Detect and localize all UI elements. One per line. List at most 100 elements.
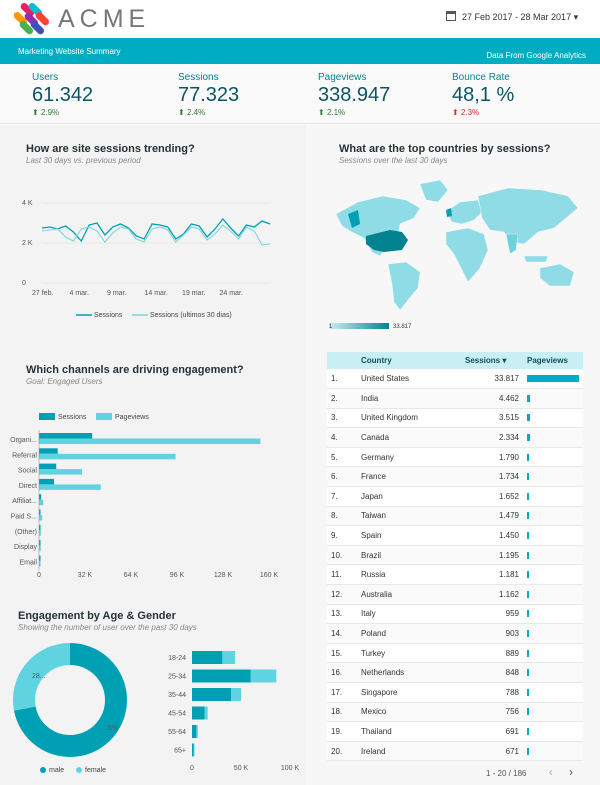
next-page-button[interactable]: › bbox=[568, 765, 573, 779]
rank-cell: 5. bbox=[327, 447, 357, 468]
country-cell: Germany bbox=[357, 447, 461, 468]
kpi-value: 77.323 bbox=[178, 84, 240, 106]
table-row[interactable]: 16. Netherlands 848 bbox=[327, 662, 583, 683]
bar-male bbox=[192, 706, 205, 720]
map-scale-min: 1 bbox=[329, 324, 333, 330]
legend-male-label: male bbox=[49, 767, 64, 774]
x-tick-label: 128 K bbox=[214, 572, 233, 579]
country-cell: Japan bbox=[357, 486, 461, 507]
table-row[interactable]: 8. Taiwan 1.479 bbox=[327, 506, 583, 527]
table-row[interactable]: 7. Japan 1.652 bbox=[327, 486, 583, 507]
bar-female bbox=[204, 706, 208, 720]
bar-pageviews bbox=[39, 453, 176, 460]
sessions-cell: 691 bbox=[461, 721, 523, 742]
pageviews-bar bbox=[527, 434, 530, 442]
table-row[interactable]: 11. Russia 1.181 bbox=[327, 564, 583, 586]
sessions-cell: 1.652 bbox=[461, 486, 523, 507]
table-row[interactable]: 13. Italy 959 bbox=[327, 604, 583, 625]
country-cell: Ireland bbox=[357, 741, 461, 762]
bar-pageviews bbox=[39, 560, 41, 567]
legend-female-swatch bbox=[76, 767, 82, 773]
table-row[interactable]: 19. Thailand 691 bbox=[327, 721, 583, 742]
kpi-users: Users 61.342 ⬆ 2.9% bbox=[32, 72, 93, 117]
bar-sessions bbox=[39, 540, 41, 546]
table-row[interactable]: 17. Singapore 788 bbox=[327, 682, 583, 703]
bar-sessions bbox=[39, 509, 41, 515]
country-cell: Brazil bbox=[357, 545, 461, 566]
category-label: Display bbox=[14, 544, 37, 551]
map-scale-max: 33.817 bbox=[393, 324, 412, 330]
pageviews-bar bbox=[527, 688, 529, 696]
channels-bar-chart: Sessions Pageviews Organi... Referral Social… bbox=[10, 413, 279, 579]
country-cell: Canada bbox=[357, 427, 461, 448]
pageviews-bar bbox=[527, 394, 530, 402]
pageviews-cell bbox=[523, 584, 583, 605]
x-tick-label: 64 K bbox=[124, 572, 139, 579]
date-range-label: 27 Feb 2017 - 28 Mar 2017 ▾ bbox=[462, 12, 579, 22]
pageviews-cell bbox=[523, 643, 583, 664]
pageviews-bar bbox=[527, 727, 529, 735]
countries-table: Country Sessions ▾ Pageviews 1. United St… bbox=[327, 352, 583, 762]
rank-header bbox=[327, 352, 357, 369]
pager-label: 1 - 20 / 186 bbox=[486, 769, 527, 778]
x-tick-label: 19 mar. bbox=[182, 290, 205, 297]
bar-sessions bbox=[39, 448, 58, 454]
kpi-delta-value: 2.1% bbox=[326, 108, 346, 117]
sessions-cell: 756 bbox=[461, 702, 523, 723]
report-title: Marketing Website Summary bbox=[18, 47, 121, 56]
sessions-trend-title: How are site sessions trending? bbox=[26, 143, 195, 155]
pageviews-bar bbox=[527, 590, 529, 598]
legend-sessions-label: Sessions bbox=[58, 414, 87, 421]
age-bar-chart: 18-24 25-34 35-44 45-54 55-64 65+ 0 50 K 100 K bbox=[168, 651, 299, 772]
table-row[interactable]: 6. France 1.734 bbox=[327, 466, 583, 488]
rank-cell: 17. bbox=[327, 682, 357, 703]
bar-pageviews bbox=[39, 499, 44, 506]
rank-cell: 6. bbox=[327, 466, 357, 488]
kpi-value: 61.342 bbox=[32, 84, 94, 106]
pageviews-bar bbox=[527, 492, 529, 500]
table-row[interactable]: 1. United States 33.817 bbox=[327, 369, 583, 390]
age-label: 18-24 bbox=[168, 655, 186, 662]
table-row[interactable]: 2. India 4.462 bbox=[327, 388, 583, 409]
age-label: 25-34 bbox=[168, 674, 186, 681]
y-tick-label: 4 K bbox=[22, 200, 33, 207]
table-row[interactable]: 3. United Kingdom 3.515 bbox=[327, 408, 583, 429]
sessions-cell: 848 bbox=[461, 662, 523, 683]
x-tick-label: 160 K bbox=[260, 572, 279, 579]
rank-cell: 10. bbox=[327, 545, 357, 566]
pageviews-header[interactable]: Pageviews bbox=[523, 352, 583, 369]
pageviews-bar bbox=[527, 414, 530, 422]
table-row[interactable]: 12. Australia 1.162 bbox=[327, 584, 583, 605]
pageviews-cell bbox=[523, 564, 583, 586]
rank-cell: 12. bbox=[327, 584, 357, 605]
bar-female bbox=[193, 743, 195, 757]
date-range-picker[interactable]: 27 Feb 2017 - 28 Mar 2017 ▾ bbox=[446, 11, 578, 23]
table-row[interactable]: 10. Brazil 1.195 bbox=[327, 545, 583, 566]
country-cell: France bbox=[357, 466, 461, 488]
kpi-label: Sessions bbox=[178, 72, 219, 83]
prev-page-button[interactable]: ‹ bbox=[548, 765, 553, 779]
country-header[interactable]: Country bbox=[357, 352, 461, 369]
pageviews-cell bbox=[523, 369, 583, 390]
rank-cell: 9. bbox=[327, 525, 357, 546]
calendar-icon bbox=[446, 11, 456, 21]
table-row[interactable]: 15. Turkey 889 bbox=[327, 643, 583, 664]
arrow-up-icon: ⬆ bbox=[32, 108, 39, 117]
x-tick-label: 32 K bbox=[78, 572, 93, 579]
pageviews-cell bbox=[523, 466, 583, 488]
table-row[interactable]: 14. Poland 903 bbox=[327, 623, 583, 644]
rank-cell: 11. bbox=[327, 564, 357, 586]
sessions-header[interactable]: Sessions ▾ bbox=[461, 352, 523, 369]
pageviews-cell bbox=[523, 545, 583, 566]
table-row[interactable]: 4. Canada 2.334 bbox=[327, 427, 583, 448]
table-row[interactable]: 9. Spain 1.450 bbox=[327, 525, 583, 546]
table-pager: 1 - 20 / 186 ‹ › bbox=[486, 765, 573, 779]
kpi-delta: ⬆ 2.1% bbox=[318, 108, 390, 117]
sessions-cell: 959 bbox=[461, 604, 523, 625]
sessions-cell: 889 bbox=[461, 643, 523, 664]
table-row[interactable]: 18. Mexico 756 bbox=[327, 702, 583, 723]
channels-subtitle: Goal: Engaged Users bbox=[26, 377, 103, 386]
pageviews-cell bbox=[523, 604, 583, 625]
table-row[interactable]: 5. Germany 1.790 bbox=[327, 447, 583, 468]
table-row[interactable]: 20. Ireland 671 bbox=[327, 741, 583, 762]
